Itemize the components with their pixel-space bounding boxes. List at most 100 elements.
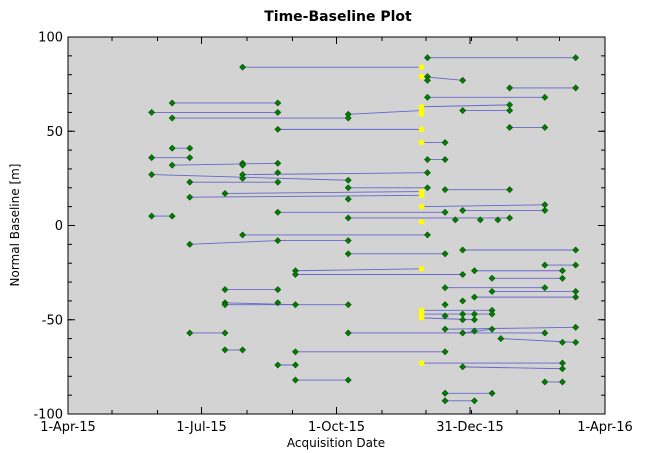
x-tick-label: 1-Oct-15: [308, 420, 365, 435]
secondary-point: [274, 299, 282, 307]
secondary-point: [344, 114, 352, 122]
secondary-point: [221, 286, 229, 294]
secondary-point: [274, 125, 282, 133]
secondary-point: [506, 186, 514, 194]
secondary-point: [470, 316, 478, 324]
secondary-point: [424, 169, 431, 177]
secondary-point: [541, 206, 549, 214]
secondary-point: [424, 156, 431, 163]
secondary-point: [541, 378, 549, 386]
secondary-point: [572, 84, 580, 92]
secondary-point: [451, 216, 459, 224]
x-tick-label: 1-Apr-16: [577, 420, 633, 435]
secondary-point: [148, 108, 156, 116]
secondary-point: [291, 271, 299, 278]
secondary-point: [344, 329, 352, 337]
secondary-point: [459, 316, 467, 324]
master-point: [418, 360, 425, 366]
secondary-point: [148, 154, 156, 162]
secondary-point: [441, 325, 449, 333]
master-point: [418, 126, 425, 133]
secondary-point: [344, 237, 352, 245]
secondary-point: [274, 286, 282, 294]
secondary-point: [488, 325, 496, 333]
y-tick-label: 50: [46, 125, 63, 140]
secondary-point: [239, 161, 247, 169]
secondary-point: [506, 107, 514, 114]
secondary-point: [541, 261, 549, 269]
secondary-point: [274, 178, 282, 186]
connection-line: [295, 268, 422, 272]
secondary-point: [291, 361, 299, 369]
secondary-point: [221, 190, 229, 197]
secondary-point: [344, 195, 352, 203]
secondary-point: [494, 216, 502, 224]
secondary-point: [186, 154, 194, 162]
secondary-point: [274, 361, 282, 369]
master-point: [418, 139, 425, 146]
secondary-point: [441, 397, 449, 405]
secondary-point: [476, 216, 484, 224]
secondary-point: [291, 348, 299, 356]
secondary-point: [221, 346, 229, 354]
secondary-point: [424, 76, 431, 84]
secondary-point: [488, 389, 496, 397]
secondary-point: [497, 335, 505, 343]
x-tick-label: 31-Dec-15: [436, 420, 504, 435]
master-point: [418, 203, 425, 210]
secondary-point: [344, 214, 352, 222]
secondary-point: [441, 348, 449, 356]
secondary-point: [572, 323, 580, 331]
connection-line: [242, 172, 428, 176]
secondary-point: [168, 212, 176, 220]
connection-line: [189, 240, 278, 245]
secondary-point: [424, 184, 431, 192]
secondary-point: [470, 397, 478, 405]
secondary-point: [459, 297, 467, 305]
connection-line: [151, 174, 349, 181]
x-tick-label: 1-Jul-15: [176, 420, 227, 435]
secondary-point: [274, 108, 282, 116]
secondary-point: [572, 261, 580, 269]
secondary-point: [274, 99, 282, 107]
secondary-point: [291, 301, 299, 309]
secondary-point: [488, 288, 496, 295]
secondary-point: [424, 93, 431, 101]
secondary-point: [541, 284, 549, 292]
secondary-point: [441, 139, 449, 146]
master-point: [418, 192, 425, 199]
secondary-point: [559, 267, 566, 275]
secondary-point: [148, 212, 156, 220]
secondary-point: [559, 365, 566, 373]
secondary-point: [186, 193, 194, 201]
secondary-point: [559, 274, 566, 282]
secondary-point: [168, 144, 176, 152]
chart-title: Time-Baseline Plot: [264, 9, 412, 25]
secondary-point: [168, 161, 176, 169]
secondary-point: [541, 329, 549, 337]
secondary-point: [148, 171, 156, 179]
secondary-point: [344, 250, 352, 258]
secondary-point: [344, 376, 352, 384]
secondary-point: [441, 284, 449, 292]
secondary-point: [424, 231, 431, 239]
connection-line: [421, 204, 545, 208]
secondary-point: [441, 208, 449, 216]
connection-line: [172, 162, 278, 166]
master-point: [418, 266, 425, 272]
secondary-point: [506, 84, 514, 92]
secondary-point: [441, 156, 449, 163]
connection-line: [421, 104, 510, 108]
secondary-point: [441, 312, 449, 320]
secondary-point: [239, 346, 247, 354]
secondary-point: [470, 267, 478, 275]
secondary-point: [186, 240, 194, 248]
secondary-point: [441, 186, 449, 194]
secondary-point: [459, 206, 467, 214]
secondary-point: [459, 329, 467, 337]
secondary-point: [459, 76, 467, 84]
secondary-point: [239, 63, 247, 71]
connection-line: [348, 110, 422, 115]
secondary-point: [470, 293, 478, 301]
